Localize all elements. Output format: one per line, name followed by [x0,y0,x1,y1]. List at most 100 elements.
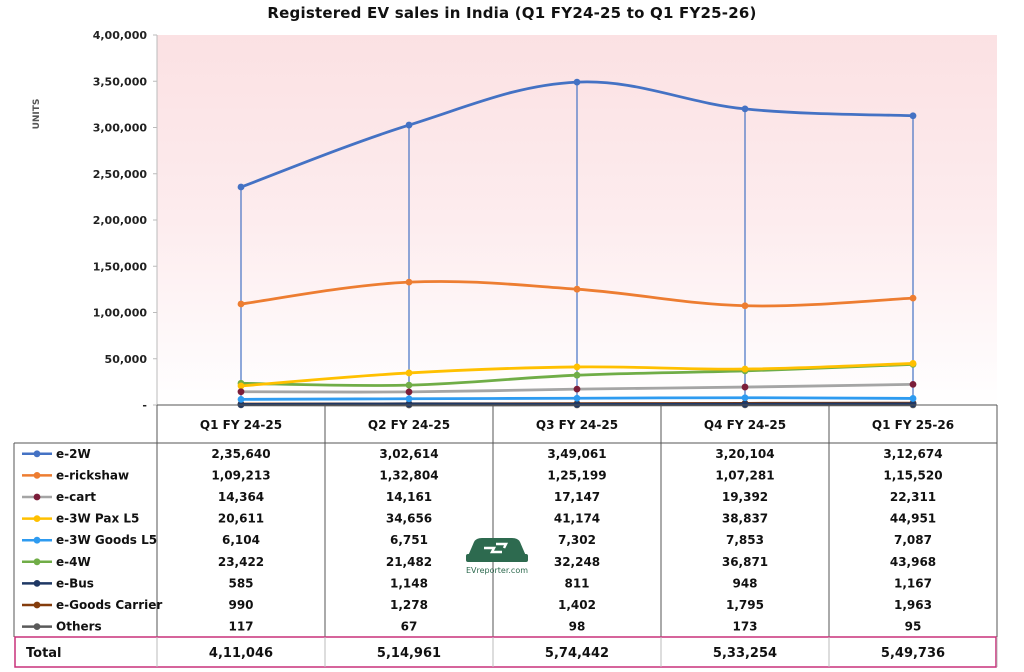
series-point [909,400,917,408]
legend-key-marker [33,580,41,587]
y-tick-label: 50,000 [105,353,148,366]
data-cell: 7,302 [558,533,596,547]
x-category-label: Q4 FY 24-25 [704,418,786,432]
series-point [741,302,749,310]
x-category-label: Q2 FY 24-25 [368,418,450,432]
series-point [237,382,245,390]
series-point [741,400,749,408]
data-cell: 34,656 [386,512,432,526]
series-point [405,388,413,396]
data-cell: 44,951 [890,512,936,526]
data-cell: 7,853 [726,533,764,547]
legend-label: e-3W Goods L5 [56,533,157,547]
legend-label: e-3W Pax L5 [56,512,139,526]
data-cell: 14,364 [218,490,264,504]
series-point [909,380,917,388]
y-tick-label: 3,00,000 [93,122,148,135]
series-point [405,400,413,408]
y-tick-label: - [142,399,147,412]
data-cell: 173 [732,620,757,634]
data-cell: 3,12,674 [883,447,942,461]
series-point [237,388,245,396]
data-cell: 117 [228,620,253,634]
data-cell: 1,795 [726,598,764,612]
total-label: Total [26,646,62,661]
x-category-label: Q1 FY 25-26 [872,418,954,432]
data-cell: 17,147 [554,490,600,504]
y-tick-label: 1,00,000 [93,307,148,320]
total-row-border [14,636,997,668]
data-cell: 6,751 [390,533,428,547]
data-cell: 95 [905,620,922,634]
series-point [741,394,749,402]
data-cell: 1,278 [390,598,428,612]
series-point [237,395,245,403]
legend-label: e-rickshaw [56,468,129,482]
data-cell: 585 [228,576,253,590]
series-point [741,365,749,373]
series-point [573,285,581,293]
data-cell: 1,07,281 [715,468,774,482]
data-cell: 41,174 [554,512,600,526]
data-cell: 1,15,520 [883,468,942,482]
data-cell: 32,248 [554,555,600,569]
data-cell: 1,09,213 [211,468,270,482]
series-point [573,394,581,402]
y-tick-label: 2,00,000 [93,214,148,227]
data-cell: 20,611 [218,512,264,526]
series-point [405,278,413,286]
data-cell: 3,02,614 [379,447,438,461]
data-cell: 3,49,061 [547,447,606,461]
data-cell: 23,422 [218,555,264,569]
series-point [909,395,917,402]
series-point [573,385,581,393]
data-cell: 38,837 [722,512,768,526]
legend-label: e-cart [56,490,96,504]
series-point [573,371,581,379]
data-cell: 811 [564,576,589,590]
series-point [405,121,413,129]
data-cell: 3,20,104 [715,447,774,461]
data-cell: 43,968 [890,555,936,569]
data-cell: 22,311 [890,490,936,504]
total-cell: 5,49,736 [881,646,945,661]
series-point [909,112,917,120]
legend-key-marker [33,536,41,544]
data-cell: 1,148 [390,576,428,590]
series-point [909,360,917,367]
data-cell: 1,963 [894,598,932,612]
series-point [573,400,581,408]
y-tick-label: 3,50,000 [93,75,148,88]
x-category-label: Q3 FY 24-25 [536,418,618,432]
chart-title: Registered EV sales in India (Q1 FY24-25… [267,4,757,22]
legend-key-marker [33,515,41,522]
data-cell: 1,25,199 [547,468,606,482]
y-tick-label: 1,50,000 [93,260,148,273]
legend-key-marker [33,450,41,458]
data-cell: 7,087 [894,533,932,547]
series-point [237,183,245,191]
x-category-label: Q1 FY 24-25 [200,418,282,432]
data-cell: 14,161 [386,490,432,504]
total-cell: 5,33,254 [713,646,777,661]
total-cell: 4,11,046 [209,646,273,661]
data-cell: 1,32,804 [379,468,438,482]
data-cell: 1,167 [894,576,932,590]
legend-label: Others [56,620,102,634]
data-cell: 6,104 [222,533,260,547]
y-tick-label: 4,00,000 [93,29,148,42]
series-point [573,363,581,371]
series-point [405,395,413,403]
total-cell: 5,74,442 [545,646,609,661]
series-point [909,294,917,302]
data-cell: 98 [569,620,586,634]
legend-label: e-Goods Carrier [56,598,162,612]
legend-label: e-Bus [56,576,94,590]
legend-key-marker [33,472,41,479]
y-tick-label: 2,50,000 [93,168,148,181]
logo-text: EVreporter.com [465,566,529,575]
series-point [405,369,413,377]
series-point [237,300,245,308]
data-cell: 19,392 [722,490,768,504]
